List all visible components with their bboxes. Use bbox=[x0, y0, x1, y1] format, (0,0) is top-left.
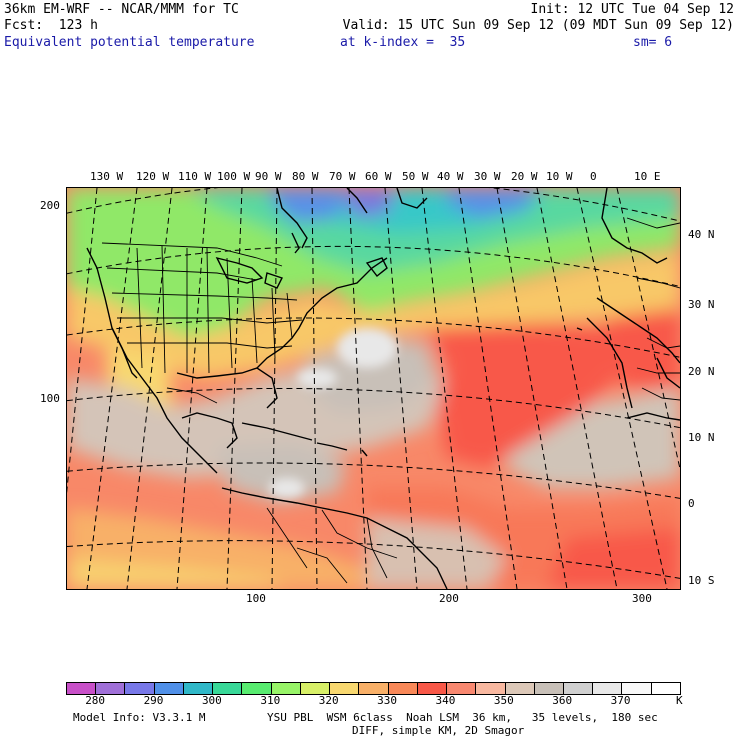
colorbar-label: 370 bbox=[610, 694, 631, 707]
longitude-label: 50 W bbox=[402, 170, 429, 183]
longitude-label: 60 W bbox=[365, 170, 392, 183]
colorbar-swatch bbox=[534, 683, 564, 694]
colorbar-label: 310 bbox=[260, 694, 281, 707]
longitude-label: 70 W bbox=[329, 170, 356, 183]
longitude-label: 40 W bbox=[437, 170, 464, 183]
colorbar-swatch bbox=[622, 683, 652, 694]
colorbar-swatch bbox=[213, 683, 243, 694]
latitude-label: 10 N bbox=[688, 431, 715, 444]
forecast-hour: Fcst: 123 h bbox=[4, 18, 98, 33]
grid-x-label: 200 bbox=[439, 592, 459, 605]
model-title: 36km EM-WRF -- NCAR/MMM for TC bbox=[4, 2, 239, 17]
colorbar-label: 340 bbox=[435, 694, 456, 707]
colorbar-label: 280 bbox=[85, 694, 106, 707]
colorbar-swatch bbox=[505, 683, 535, 694]
colorbar-label: 300 bbox=[201, 694, 222, 707]
init-time: Init: 12 UTC Tue 04 Sep 12 bbox=[530, 2, 735, 17]
grid-y-label: 200 bbox=[40, 199, 60, 212]
colorbar-swatch bbox=[271, 683, 301, 694]
valid-time: Valid: 15 UTC Sun 09 Sep 12 (09 MDT Sun … bbox=[342, 18, 734, 33]
longitude-label: 110 W bbox=[178, 170, 212, 183]
colorbar-swatch bbox=[563, 683, 594, 694]
map-panel bbox=[66, 187, 681, 590]
longitude-label: 20 W bbox=[511, 170, 538, 183]
colorbar-swatch bbox=[183, 683, 214, 694]
latitude-label: 20 N bbox=[688, 365, 715, 378]
colorbar-label: 330 bbox=[377, 694, 397, 707]
colorbar-swatch bbox=[359, 683, 389, 694]
colorbar-swatch bbox=[476, 683, 506, 694]
longitude-label: 10 W bbox=[546, 170, 573, 183]
colorbar-swatch bbox=[300, 683, 331, 694]
longitude-label: 130 W bbox=[90, 170, 124, 183]
model-info: Model Info: V3.3.1 M bbox=[73, 711, 206, 724]
colorbar-label: 320 bbox=[318, 694, 339, 707]
theta-e-map bbox=[67, 188, 680, 589]
grid-x-label: 300 bbox=[632, 592, 652, 605]
colorbar-label: 290 bbox=[143, 694, 164, 707]
field-name: Equivalent potential temperature bbox=[4, 35, 255, 50]
political-boundaries bbox=[101, 217, 680, 584]
physics-info: YSU PBL WSM 6class Noah LSM 36 km, 35 le… bbox=[267, 711, 658, 724]
diffusion-info: DIFF, simple KM, 2D Smagor bbox=[352, 724, 525, 737]
colorbar-swatch bbox=[447, 683, 477, 694]
colorbar-swatch bbox=[154, 683, 184, 694]
latitude-label: 10 S bbox=[688, 574, 715, 587]
grid-y-label: 100 bbox=[40, 392, 60, 405]
colorbar-swatch bbox=[417, 683, 448, 694]
colorbar-swatch bbox=[651, 683, 680, 694]
longitude-label: 120 W bbox=[136, 170, 170, 183]
level-info: at k-index = 35 bbox=[340, 35, 466, 50]
longitude-label: 80 W bbox=[292, 170, 319, 183]
colorbar-swatch bbox=[388, 683, 418, 694]
colorbar-swatch bbox=[242, 683, 272, 694]
colorbar-swatch bbox=[125, 683, 155, 694]
colorbar-swatch bbox=[593, 683, 623, 694]
latitude-label: 0 bbox=[688, 497, 695, 510]
longitude-label: 90 W bbox=[255, 170, 282, 183]
colorbar-swatch bbox=[96, 683, 126, 694]
colorbar-swatch bbox=[330, 683, 360, 694]
colorbar-swatch bbox=[67, 683, 97, 694]
colorbar-unit: K bbox=[676, 694, 683, 707]
latitude-label: 30 N bbox=[688, 298, 715, 311]
longitude-label: 0 bbox=[590, 170, 597, 183]
colorbar bbox=[66, 682, 681, 695]
longitude-label: 10 E bbox=[634, 170, 661, 183]
latitude-label: 40 N bbox=[688, 228, 715, 241]
smoothing-info: sm= 6 bbox=[633, 35, 673, 50]
colorbar-label: 360 bbox=[552, 694, 573, 707]
colorbar-label: 350 bbox=[493, 694, 514, 707]
coastlines bbox=[86, 188, 680, 589]
longitude-label: 30 W bbox=[474, 170, 501, 183]
grid-x-label: 100 bbox=[246, 592, 266, 605]
longitude-label: 100 W bbox=[217, 170, 251, 183]
